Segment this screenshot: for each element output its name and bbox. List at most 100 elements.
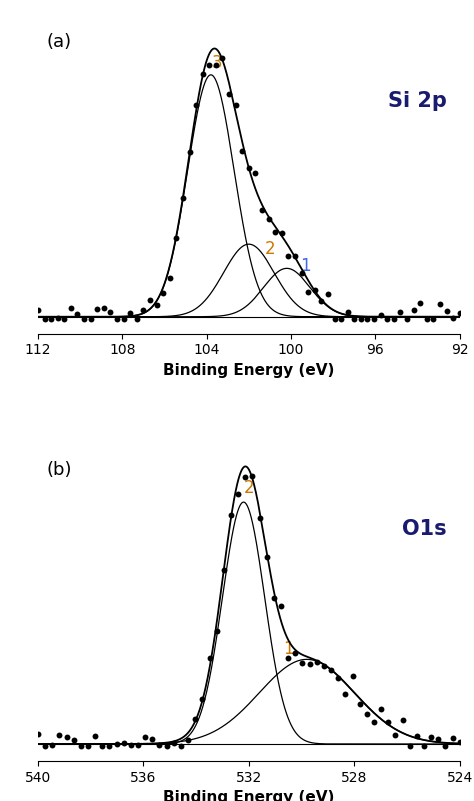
Point bbox=[377, 308, 384, 321]
Point bbox=[212, 59, 219, 72]
Point bbox=[234, 487, 242, 500]
Point bbox=[413, 730, 420, 743]
Point bbox=[238, 144, 246, 157]
Point bbox=[170, 737, 178, 750]
Point bbox=[351, 312, 358, 325]
Point bbox=[113, 312, 121, 325]
Point bbox=[220, 564, 228, 577]
Text: (b): (b) bbox=[46, 461, 72, 479]
Point bbox=[284, 651, 292, 664]
Point bbox=[449, 731, 456, 744]
Point bbox=[364, 312, 371, 325]
Point bbox=[456, 306, 464, 319]
Point bbox=[337, 312, 345, 325]
Point bbox=[265, 213, 273, 226]
Text: 1: 1 bbox=[283, 640, 294, 658]
Point bbox=[291, 250, 299, 263]
Point bbox=[127, 307, 134, 320]
Point bbox=[80, 312, 88, 325]
Point bbox=[192, 99, 200, 111]
Point bbox=[184, 734, 192, 747]
Point bbox=[41, 312, 48, 325]
Point bbox=[199, 67, 207, 80]
Point bbox=[443, 305, 450, 318]
Point bbox=[272, 225, 279, 238]
Point bbox=[148, 732, 156, 745]
Point bbox=[146, 294, 154, 307]
Point bbox=[155, 739, 163, 751]
Point bbox=[199, 693, 206, 706]
Point bbox=[435, 732, 442, 745]
Point bbox=[206, 58, 213, 71]
Point bbox=[370, 715, 378, 728]
Point bbox=[436, 297, 444, 310]
Point bbox=[390, 312, 398, 325]
Point bbox=[100, 302, 108, 315]
Point bbox=[417, 297, 424, 310]
Point bbox=[357, 312, 365, 325]
Point bbox=[449, 312, 457, 324]
Point bbox=[47, 312, 55, 325]
Point bbox=[93, 303, 101, 316]
Point bbox=[298, 267, 305, 280]
Point bbox=[41, 740, 49, 753]
Point bbox=[258, 203, 266, 216]
Point bbox=[428, 731, 435, 744]
Point bbox=[54, 312, 62, 324]
Point bbox=[55, 728, 63, 741]
Point bbox=[397, 306, 404, 319]
Point bbox=[311, 284, 319, 296]
Point bbox=[306, 657, 313, 670]
Point bbox=[106, 740, 113, 753]
Point bbox=[163, 740, 171, 753]
Point bbox=[270, 591, 278, 604]
Point bbox=[363, 708, 371, 721]
Point bbox=[331, 312, 338, 325]
Point bbox=[442, 740, 449, 753]
Point bbox=[91, 730, 99, 743]
Point bbox=[420, 740, 428, 753]
Point bbox=[67, 302, 75, 315]
Point bbox=[232, 99, 239, 112]
Point bbox=[370, 312, 378, 325]
Point bbox=[99, 740, 106, 753]
Point bbox=[377, 702, 385, 715]
Point bbox=[166, 272, 173, 285]
Text: O1s: O1s bbox=[402, 519, 447, 539]
Point bbox=[134, 739, 142, 751]
Point bbox=[141, 731, 149, 743]
Point bbox=[191, 712, 199, 725]
Point bbox=[213, 624, 220, 637]
Point bbox=[410, 304, 418, 316]
Point bbox=[256, 511, 264, 524]
Point bbox=[320, 659, 328, 672]
Point bbox=[406, 740, 413, 753]
Point bbox=[34, 728, 42, 741]
Point bbox=[245, 162, 253, 175]
Text: 3: 3 bbox=[212, 54, 222, 71]
Point bbox=[392, 729, 399, 742]
X-axis label: Binding Energy (eV): Binding Energy (eV) bbox=[163, 791, 335, 801]
Point bbox=[429, 312, 437, 325]
Point bbox=[335, 671, 342, 684]
Point bbox=[133, 312, 141, 325]
Text: 1: 1 bbox=[301, 257, 311, 275]
Point bbox=[120, 312, 128, 325]
Point bbox=[73, 308, 81, 320]
Point bbox=[63, 731, 70, 743]
Point bbox=[48, 739, 56, 751]
Point bbox=[313, 655, 320, 668]
Point bbox=[327, 664, 335, 677]
Point bbox=[113, 738, 120, 751]
X-axis label: Binding Energy (eV): Binding Energy (eV) bbox=[163, 363, 335, 378]
Point bbox=[304, 286, 312, 299]
Point bbox=[349, 670, 356, 682]
Point bbox=[456, 735, 464, 748]
Point bbox=[299, 657, 306, 670]
Point bbox=[383, 312, 391, 325]
Point bbox=[77, 740, 85, 753]
Point bbox=[179, 191, 187, 204]
Point bbox=[219, 52, 226, 65]
Point bbox=[324, 288, 332, 300]
Point bbox=[284, 249, 292, 262]
